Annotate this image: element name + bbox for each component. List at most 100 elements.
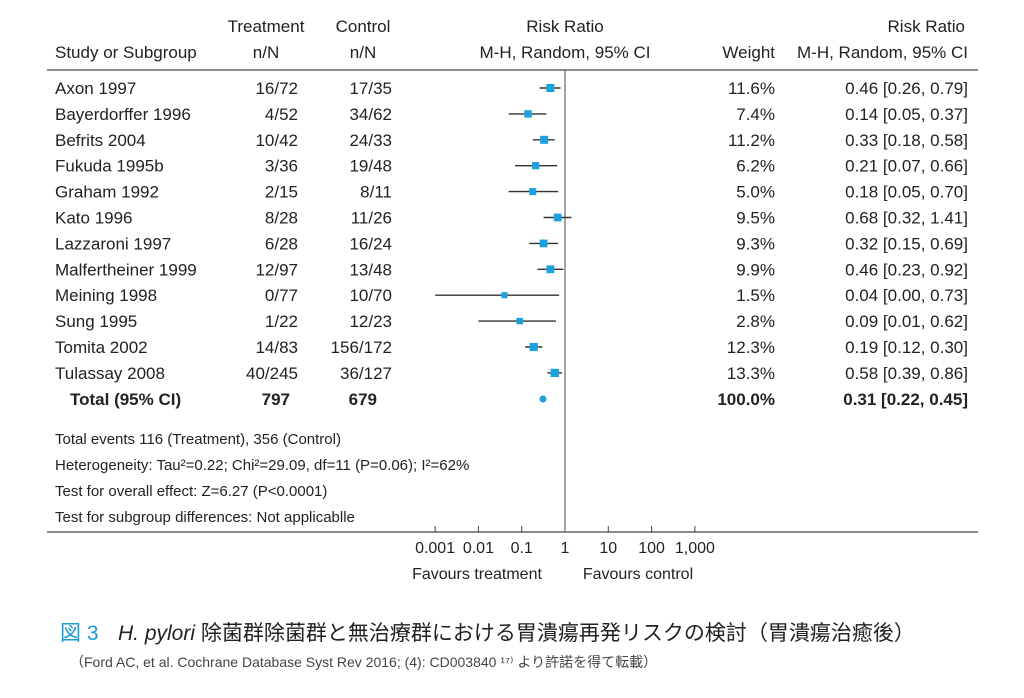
x-tick-label: 0.1	[511, 540, 533, 557]
table-header: Study or Subgroup Treatment n/N Control …	[55, 17, 968, 62]
study-weight: 12.3%	[727, 338, 775, 357]
figure-title-italic: H. pylori	[118, 622, 196, 645]
header-plot: Risk Ratio	[526, 17, 603, 36]
study-weight: 7.4%	[736, 105, 775, 124]
study-row: Tomita 2002 14/83 156/172 12.3% 0.19 [0.12, …	[55, 338, 968, 357]
header-rr-sub: M-H, Random, 95% CI	[797, 43, 968, 62]
summary-notes: Total events 116 (Treatment), 356 (Contr…	[55, 431, 469, 526]
study-row: Fukuda 1995b 3/36 19/48 6.2% 0.21 [0.07, 0.6…	[55, 157, 968, 176]
study-row: Tulassay 2008 40/245 36/127 13.3% 0.58 [0.39…	[55, 364, 968, 383]
study-row: Befrits 2004 10/42 24/33 11.2% 0.33 [0.18, 0…	[55, 131, 968, 150]
study-name: Axon 1997	[55, 79, 136, 98]
study-name: Kato 1996	[55, 209, 133, 228]
favours-treatment-label: Favours treatment	[412, 566, 542, 583]
study-risk-ratio: 0.68 [0.32, 1.41]	[845, 209, 968, 228]
summary-note: Test for subgroup differences: Not appli…	[55, 509, 355, 526]
header-plot-sub: M-H, Random, 95% CI	[480, 43, 651, 62]
control-count: 36/127	[340, 364, 392, 383]
effect-marker	[546, 265, 555, 274]
treatment-count: 3/36	[265, 157, 298, 176]
study-weight: 9.9%	[736, 260, 775, 279]
study-risk-ratio: 0.32 [0.15, 0.69]	[845, 234, 968, 253]
figure-caption: 図 3 H. pylori 除菌群除菌群と無治療群における胃潰瘍再発リスクの検討…	[60, 622, 915, 670]
study-row: Axon 1997 16/72 17/35 11.6% 0.46 [0.26, 0.79…	[55, 79, 968, 98]
treatment-count: 0/77	[265, 286, 298, 305]
study-row: Kato 1996 8/28 11/26 9.5% 0.68 [0.32, 1.41]	[55, 209, 968, 228]
study-name: Fukuda 1995b	[55, 157, 164, 176]
study-weight: 9.3%	[736, 234, 775, 253]
treatment-count: 6/28	[265, 234, 298, 253]
study-weight: 9.5%	[736, 209, 775, 228]
study-name: Befrits 2004	[55, 131, 146, 150]
favours-control-label: Favours control	[583, 566, 693, 583]
study-name: Graham 1992	[55, 183, 159, 202]
study-row: Meining 1998 0/77 10/70 1.5% 0.04 [0.00, 0.7…	[55, 286, 968, 305]
effect-marker	[546, 83, 555, 93]
x-tick-label: 10	[599, 540, 617, 557]
control-count: 19/48	[349, 157, 392, 176]
header-treatment-sub: n/N	[253, 43, 279, 62]
study-risk-ratio: 0.04 [0.00, 0.73]	[845, 286, 968, 305]
effect-marker	[539, 239, 548, 248]
figure-label: 図 3	[60, 622, 99, 645]
study-name: Tulassay 2008	[55, 364, 165, 383]
effect-marker	[501, 292, 508, 299]
total-effect-marker	[539, 395, 547, 403]
summary-note: Test for overall effect: Z=6.27 (P<0.000…	[55, 483, 327, 500]
control-count: 11/26	[351, 209, 392, 228]
effect-marker	[516, 317, 523, 325]
x-tick-label: 0.001	[415, 540, 455, 557]
control-count: 17/35	[349, 79, 392, 98]
study-name: Lazzaroni 1997	[55, 234, 171, 253]
x-tick-label: 1	[561, 540, 570, 557]
study-risk-ratio: 0.21 [0.07, 0.66]	[845, 157, 968, 176]
treatment-count: 10/42	[255, 131, 298, 150]
header-rr: Risk Ratio	[888, 17, 965, 36]
effect-marker	[529, 188, 537, 196]
x-tick-label: 0.01	[463, 540, 494, 557]
study-risk-ratio: 0.33 [0.18, 0.58]	[845, 131, 968, 150]
control-count: 24/33	[349, 131, 392, 150]
control-count: 16/24	[349, 234, 392, 253]
control-count: 34/62	[349, 105, 392, 124]
figure-title: H. pylori 除菌群除菌群と無治療群における胃潰瘍再発リスクの検討（胃潰瘍…	[118, 622, 915, 645]
study-risk-ratio: 0.18 [0.05, 0.70]	[845, 183, 968, 202]
effect-marker	[550, 368, 559, 378]
treatment-count: 14/83	[255, 338, 298, 357]
effect-marker	[553, 213, 562, 222]
study-name: Sung 1995	[55, 312, 137, 331]
study-weight: 1.5%	[736, 286, 775, 305]
control-count: 156/172	[331, 338, 392, 357]
control-count: 13/48	[349, 260, 392, 279]
control-count: 10/70	[349, 286, 392, 305]
x-axis: 0.001 0.01 0.1 1 10 100 1,000	[415, 526, 715, 557]
treatment-count: 40/245	[246, 364, 298, 383]
study-rows: Axon 1997 16/72 17/35 11.6% 0.46 [0.26, 0.79…	[55, 79, 968, 409]
treatment-count: 4/52	[265, 105, 298, 124]
study-weight: 11.2%	[728, 131, 775, 150]
study-row: Bayerdorffer 1996 4/52 34/62 7.4% 0.14 [0.05…	[55, 105, 968, 124]
effect-marker	[540, 135, 549, 144]
study-name: Malfertheiner 1999	[55, 260, 197, 279]
study-row: Lazzaroni 1997 6/28 16/24 9.3% 0.32 [0.15, 0…	[55, 234, 968, 253]
effect-marker	[529, 342, 538, 352]
figure-source: （Ford AC, et al. Cochrane Database Syst …	[70, 654, 657, 670]
study-weight: 5.0%	[736, 183, 775, 202]
study-risk-ratio: 0.09 [0.01, 0.62]	[845, 312, 968, 331]
treatment-count: 12/97	[255, 260, 298, 279]
treatment-count: 8/28	[265, 209, 298, 228]
study-risk-ratio: 0.46 [0.23, 0.92]	[845, 260, 968, 279]
study-risk-ratio: 0.19 [0.12, 0.30]	[845, 338, 968, 357]
control-count: 8/11	[360, 183, 392, 202]
treatment-count: 2/15	[265, 183, 298, 202]
study-name: Bayerdorffer 1996	[55, 105, 191, 124]
header-control: Control	[336, 17, 391, 36]
study-weight: 6.2%	[736, 157, 775, 176]
study-risk-ratio: 0.46 [0.26, 0.79]	[845, 79, 968, 98]
header-control-sub: n/N	[350, 43, 376, 62]
header-weight: Weight	[722, 43, 775, 62]
study-row: Malfertheiner 1999 12/97 13/48 9.9% 0.46 [0.…	[55, 260, 968, 279]
treatment-count: 1/22	[265, 312, 298, 331]
study-name: Tomita 2002	[55, 338, 148, 357]
